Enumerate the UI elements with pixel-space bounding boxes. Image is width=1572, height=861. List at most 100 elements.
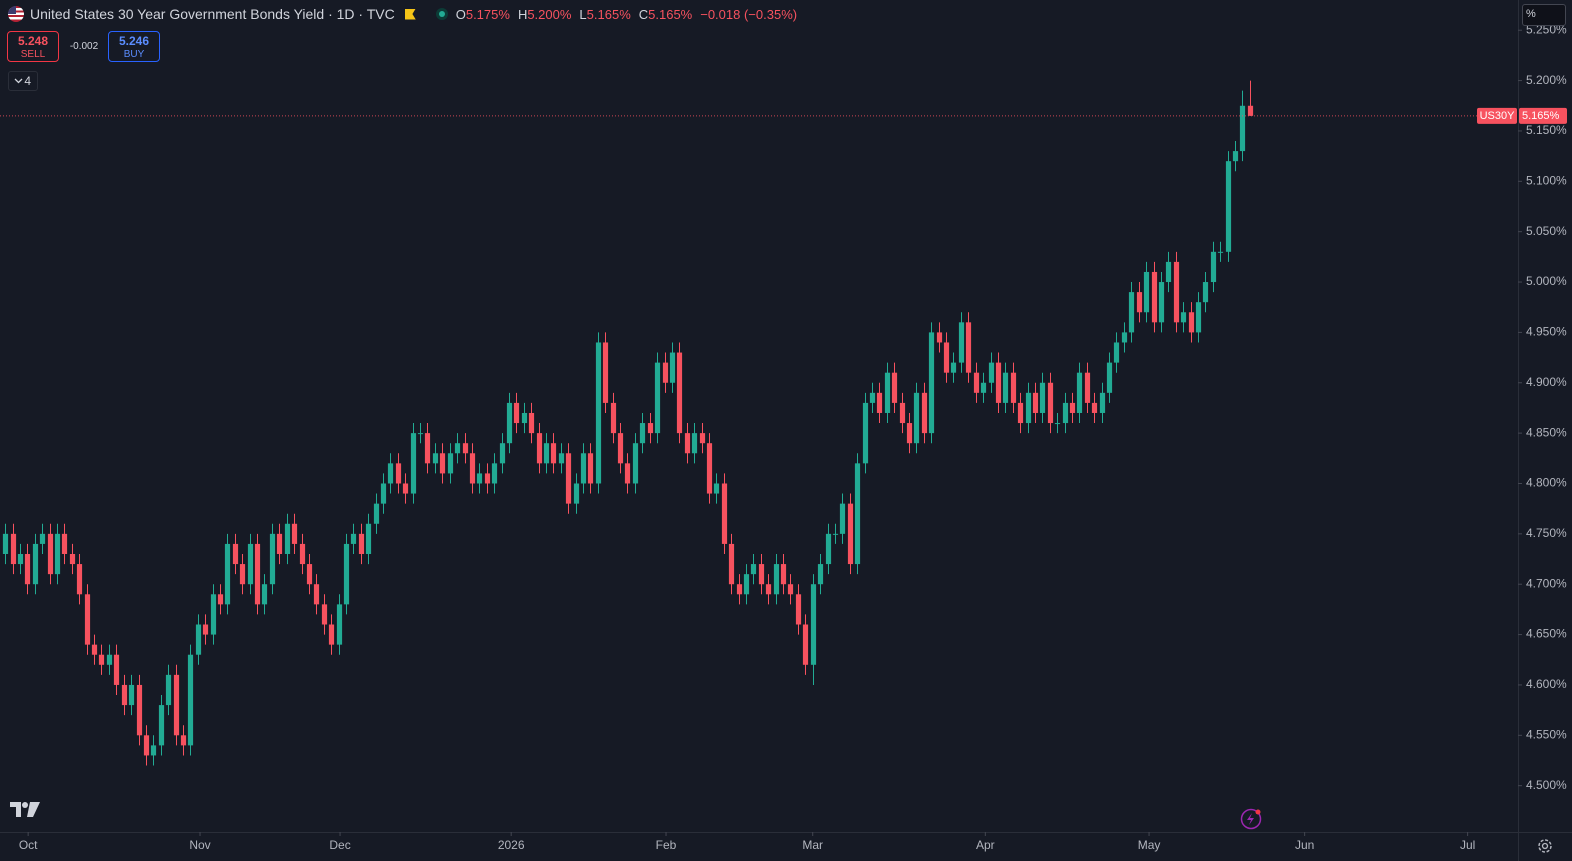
candle-body [1143, 271, 1150, 313]
candle-body [521, 412, 528, 424]
candle-body [899, 402, 906, 424]
candle-body [54, 533, 61, 575]
candle-body [721, 483, 728, 544]
y-tick-label: 4.700% [1526, 576, 1567, 590]
candle-body [91, 644, 98, 655]
candle-body [439, 453, 446, 474]
spread: -0.002 [69, 41, 99, 52]
flag-badge[interactable] [404, 8, 416, 20]
indicators-toggle[interactable]: 4 [8, 71, 38, 91]
candle-body [950, 362, 957, 373]
candle-body [136, 684, 143, 736]
candle-body [906, 423, 913, 444]
indicator-count: 4 [24, 74, 31, 88]
candle-body [943, 342, 950, 373]
candle-body [1113, 342, 1120, 363]
candle-body [580, 453, 587, 484]
x-tick-label: Dec [329, 838, 350, 852]
candle-body [595, 342, 602, 484]
candle-body [810, 584, 817, 665]
ohlc-key: H [517, 6, 528, 22]
candle-body [299, 543, 306, 565]
symbol-tag [1477, 107, 1517, 124]
candle-body [410, 433, 417, 494]
candles [2, 80, 1254, 766]
candle-body [1210, 251, 1217, 283]
candle-body [936, 332, 943, 343]
tradingview-logo[interactable] [10, 802, 40, 817]
candle-body [17, 553, 24, 565]
candle-body [624, 463, 631, 484]
candle-body [2, 533, 9, 554]
candle-body [973, 372, 980, 393]
x-tick-label: Mar [802, 838, 823, 852]
candle-body [573, 483, 580, 504]
x-tick-label: Nov [189, 838, 210, 852]
y-tick-label: 4.650% [1526, 627, 1567, 641]
market-status[interactable] [435, 8, 448, 20]
candle-body [825, 533, 832, 565]
candle-body [632, 443, 639, 484]
ohlc-key: L [579, 6, 587, 22]
symbol-title[interactable]: United States 30 Year Government Bonds Y… [30, 6, 395, 22]
candle-body [743, 574, 750, 595]
sell-label: SELL [20, 49, 46, 60]
candle-body [373, 503, 380, 524]
candle-body [454, 443, 461, 454]
candle-body [491, 463, 498, 484]
candle-body [869, 392, 876, 403]
candle-body [380, 483, 387, 504]
scale-mode-button[interactable]: % [1522, 4, 1566, 26]
candle-body [1010, 372, 1017, 403]
candle-body [647, 423, 654, 434]
candle-body [1188, 312, 1195, 333]
settings-button[interactable] [1538, 839, 1552, 853]
y-tick-label: 5.150% [1526, 123, 1567, 137]
candle-body [217, 594, 224, 605]
candle-body [558, 453, 565, 464]
candle-body [862, 402, 869, 464]
candle-body [884, 372, 891, 413]
candle-body [224, 543, 231, 605]
candle-body [313, 584, 320, 605]
candle-body [913, 392, 920, 444]
candle-body [321, 604, 328, 625]
candle-body [484, 473, 491, 484]
candle-body [1239, 105, 1246, 152]
x-tick-label: Oct [19, 838, 38, 852]
candle-body [536, 433, 543, 464]
sell-button[interactable]: 5.248 SELL [7, 31, 59, 62]
candle-body [787, 584, 794, 595]
candle-body [143, 735, 150, 756]
candle-body [10, 533, 17, 565]
candle-body [247, 543, 254, 585]
candle-body [343, 543, 350, 605]
x-tick-label: Feb [656, 838, 677, 852]
y-tick-label: 4.950% [1526, 325, 1567, 339]
candle-body [432, 453, 439, 464]
candle-body [69, 553, 76, 565]
candle-body [1039, 382, 1046, 413]
chevron [14, 78, 23, 84]
candle-body [891, 372, 898, 403]
candle-body [306, 564, 313, 585]
candle-body [424, 433, 431, 464]
candle-body [39, 533, 46, 544]
candle-body [106, 654, 113, 665]
candle-body [706, 443, 713, 494]
candle-body [1002, 372, 1009, 403]
candle-body [276, 533, 283, 554]
candle-body [113, 654, 120, 685]
candle-body [988, 362, 995, 383]
lightning-button[interactable] [1240, 808, 1262, 830]
candle-body [1076, 372, 1083, 413]
buy-button[interactable]: 5.246 BUY [108, 31, 160, 62]
candle-body [1225, 161, 1232, 252]
candle-body [750, 564, 757, 575]
candle-body [676, 352, 683, 434]
candle-body [780, 564, 787, 585]
candle-body [469, 453, 476, 484]
y-tick-label: 4.800% [1526, 476, 1567, 490]
candle-body [1025, 392, 1032, 424]
